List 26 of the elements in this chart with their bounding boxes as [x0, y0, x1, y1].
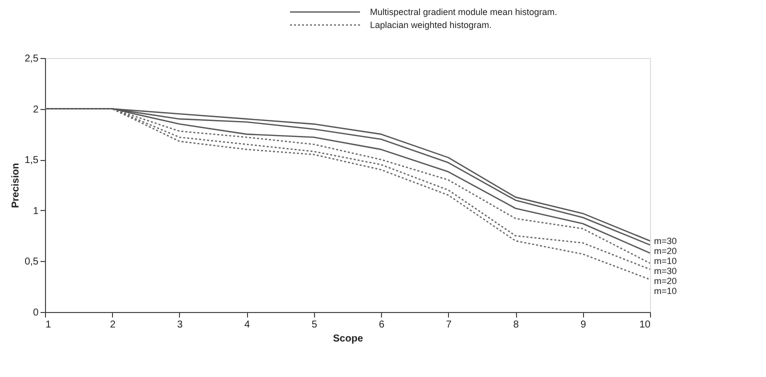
series-label: m=30	[654, 266, 677, 276]
y-tick-label: 2	[32, 104, 39, 116]
x-tick-label: 3	[177, 320, 184, 330]
text: Multispectral gradient module mean histogram.	[370, 7, 558, 17]
x-tick-label: 1	[46, 320, 52, 330]
y-tick-label: 1	[32, 206, 39, 217]
y-tick-label: 1,5	[24, 155, 39, 166]
y-tick-label: 2,5	[24, 54, 39, 64]
x-tick-label: 10	[639, 320, 651, 330]
x-tick-label: 6	[378, 320, 385, 330]
series-label: m=20	[654, 246, 677, 256]
series-label: m=10	[654, 286, 677, 296]
series-label: m=10	[654, 256, 677, 266]
x-tick-label: 7	[446, 320, 452, 330]
x-axis-title: Scope	[332, 334, 364, 344]
x-tick-label: 5	[312, 320, 318, 330]
x-tick-label: 2	[110, 320, 116, 330]
y-tick-label: 0	[32, 308, 39, 318]
x-tick-label: 9	[580, 320, 586, 330]
text: Laplacian weighted histogram.	[370, 20, 492, 30]
x-tick-label: 8	[513, 320, 520, 330]
x-tick-label: 4	[244, 320, 250, 330]
series-label: m=30	[654, 236, 677, 246]
y-tick-label: 0,5	[24, 256, 39, 268]
y-axis-title: Precision	[10, 162, 22, 208]
series-label: m=20	[654, 276, 677, 286]
